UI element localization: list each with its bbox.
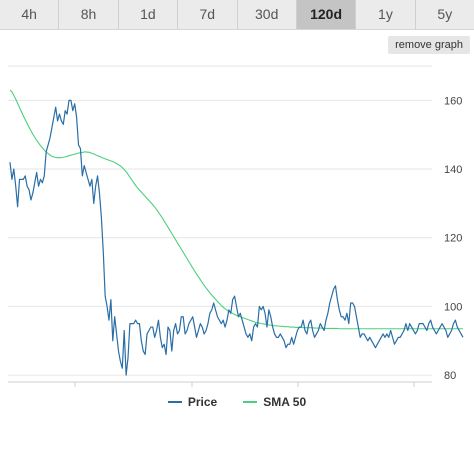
y-tick-label: 100 xyxy=(444,301,462,313)
y-tick-label: 160 xyxy=(444,95,462,107)
price-line xyxy=(9,99,464,376)
tab-4h[interactable]: 4h xyxy=(0,0,60,29)
legend-label-price: Price xyxy=(187,395,218,409)
legend-label-sma: SMA 50 xyxy=(263,395,307,409)
tab-120d[interactable]: 120d xyxy=(296,0,357,29)
timeframe-tabs: 4h 8h 1d 7d 30d 120d 1y 5y xyxy=(0,0,474,30)
sma-50-line xyxy=(9,89,463,330)
legend-swatch-price xyxy=(167,401,182,403)
price-chart: 80100120140160Jan '26Feb '26Mar '26Apr '… xyxy=(8,65,464,387)
remove-graph-button[interactable]: remove graph xyxy=(388,36,470,54)
y-tick-label: 140 xyxy=(444,164,462,176)
legend-item-price[interactable]: Price xyxy=(167,395,218,409)
legend-swatch-sma xyxy=(243,401,258,403)
tab-1y[interactable]: 1y xyxy=(356,0,416,29)
y-tick-label: 80 xyxy=(444,370,456,382)
tab-5y[interactable]: 5y xyxy=(437,6,453,22)
tab-7d[interactable]: 7d xyxy=(178,0,238,29)
y-tick-label: 120 xyxy=(444,233,462,245)
legend-item-sma[interactable]: SMA 50 xyxy=(243,395,306,409)
chart-legend: Price SMA 50 xyxy=(0,392,474,412)
tab-30d[interactable]: 30d xyxy=(238,0,297,29)
tab-8h[interactable]: 8h xyxy=(59,0,119,29)
tab-1d[interactable]: 1d xyxy=(119,0,179,29)
